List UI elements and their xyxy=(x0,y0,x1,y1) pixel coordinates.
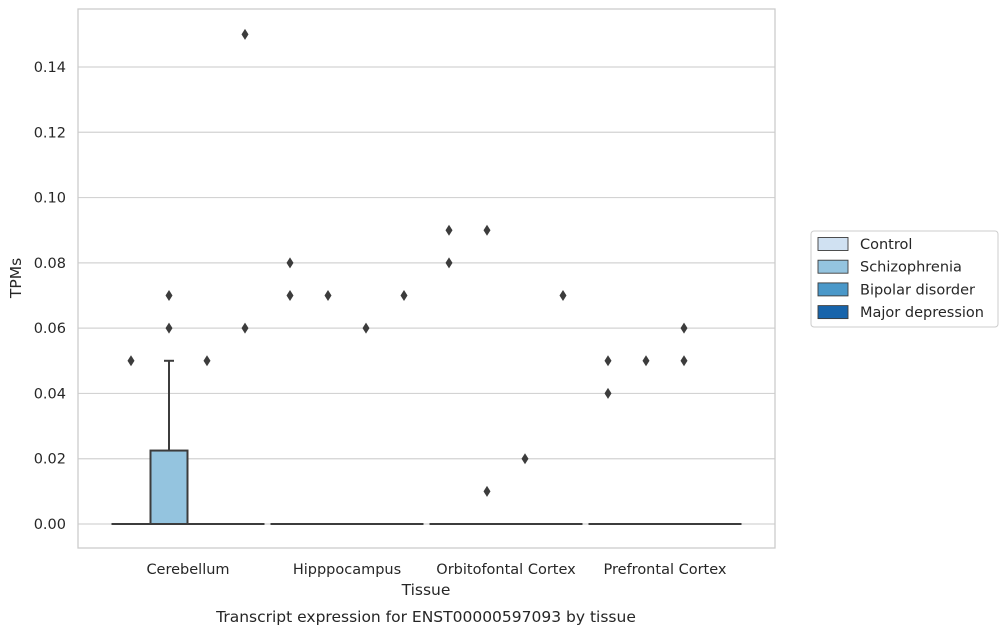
legend-swatch xyxy=(817,237,849,251)
outlier-point xyxy=(127,355,135,367)
outlier-point xyxy=(521,453,529,465)
legend-label: Major depression xyxy=(860,305,984,321)
x-tick-label: Cerebellum xyxy=(146,562,229,578)
legend-item: Control xyxy=(817,237,912,253)
legend-item: Major depression xyxy=(817,305,984,321)
x-tick-labels: Cerebellum Hipppocampus Orbitofontal Corte… xyxy=(146,562,726,578)
y-axis-title: TPMs xyxy=(7,258,25,299)
x-tick-label: Hipppocampus xyxy=(293,562,401,578)
outlier-point xyxy=(203,355,211,367)
outlier-point xyxy=(642,355,650,367)
outlier-point xyxy=(604,387,612,399)
box-plots xyxy=(111,359,742,526)
y-tick-labels: 0.00 0.02 0.04 0.06 0.08 0.10 0.12 0.14 xyxy=(34,60,66,533)
outlier-point xyxy=(286,257,294,269)
outlier-point xyxy=(286,290,294,301)
outlier-point xyxy=(483,485,491,497)
legend-item: Schizophrenia xyxy=(817,259,962,276)
y-tick-label: 0.08 xyxy=(34,256,66,272)
outlier-point xyxy=(165,322,173,334)
y-tick-label: 0.02 xyxy=(34,452,66,468)
x-tick-label: Orbitofontal Cortex xyxy=(436,562,576,578)
legend: Control Schizophrenia Bipolar disorder Majo… xyxy=(810,230,999,328)
y-tick-label: 0.04 xyxy=(34,386,66,402)
legend-swatch xyxy=(817,282,849,297)
outlier-point xyxy=(483,224,491,236)
y-tick-label: 0.14 xyxy=(34,60,66,76)
x-axis-title: Tissue xyxy=(401,581,451,599)
outlier-points xyxy=(127,28,688,497)
legend-swatch xyxy=(817,305,849,320)
legend-label: Bipolar disorder xyxy=(860,282,975,298)
box-plot xyxy=(149,359,189,525)
grid-lines xyxy=(78,66,775,525)
legend-items: Control Schizophrenia Bipolar disorder Majo… xyxy=(817,237,984,321)
y-tick-label: 0.10 xyxy=(34,191,66,207)
chart-caption: Transcript expression for ENST0000059709… xyxy=(215,608,636,626)
outlier-point xyxy=(604,355,612,367)
legend-frame xyxy=(810,230,999,328)
y-tick-label: 0.12 xyxy=(34,125,66,141)
outlier-point xyxy=(445,257,453,269)
legend-item: Bipolar disorder xyxy=(817,282,975,298)
legend-swatch xyxy=(817,259,849,274)
outlier-point xyxy=(680,355,688,367)
x-tick-label: Prefrontal Cortex xyxy=(604,562,727,578)
outlier-point xyxy=(241,28,249,40)
y-tick-label: 0.00 xyxy=(34,517,66,533)
outlier-point xyxy=(165,290,173,301)
outlier-point xyxy=(241,322,249,334)
outlier-point xyxy=(559,290,567,301)
legend-label: Schizophrenia xyxy=(860,260,962,276)
outlier-point xyxy=(324,290,332,301)
y-tick-label: 0.06 xyxy=(34,321,66,337)
outlier-point xyxy=(362,322,370,334)
outlier-point xyxy=(445,224,453,236)
outlier-point xyxy=(680,322,688,334)
outlier-point xyxy=(400,290,408,301)
legend-label: Control xyxy=(860,237,912,253)
plot-frame xyxy=(77,8,776,549)
box xyxy=(149,449,189,525)
